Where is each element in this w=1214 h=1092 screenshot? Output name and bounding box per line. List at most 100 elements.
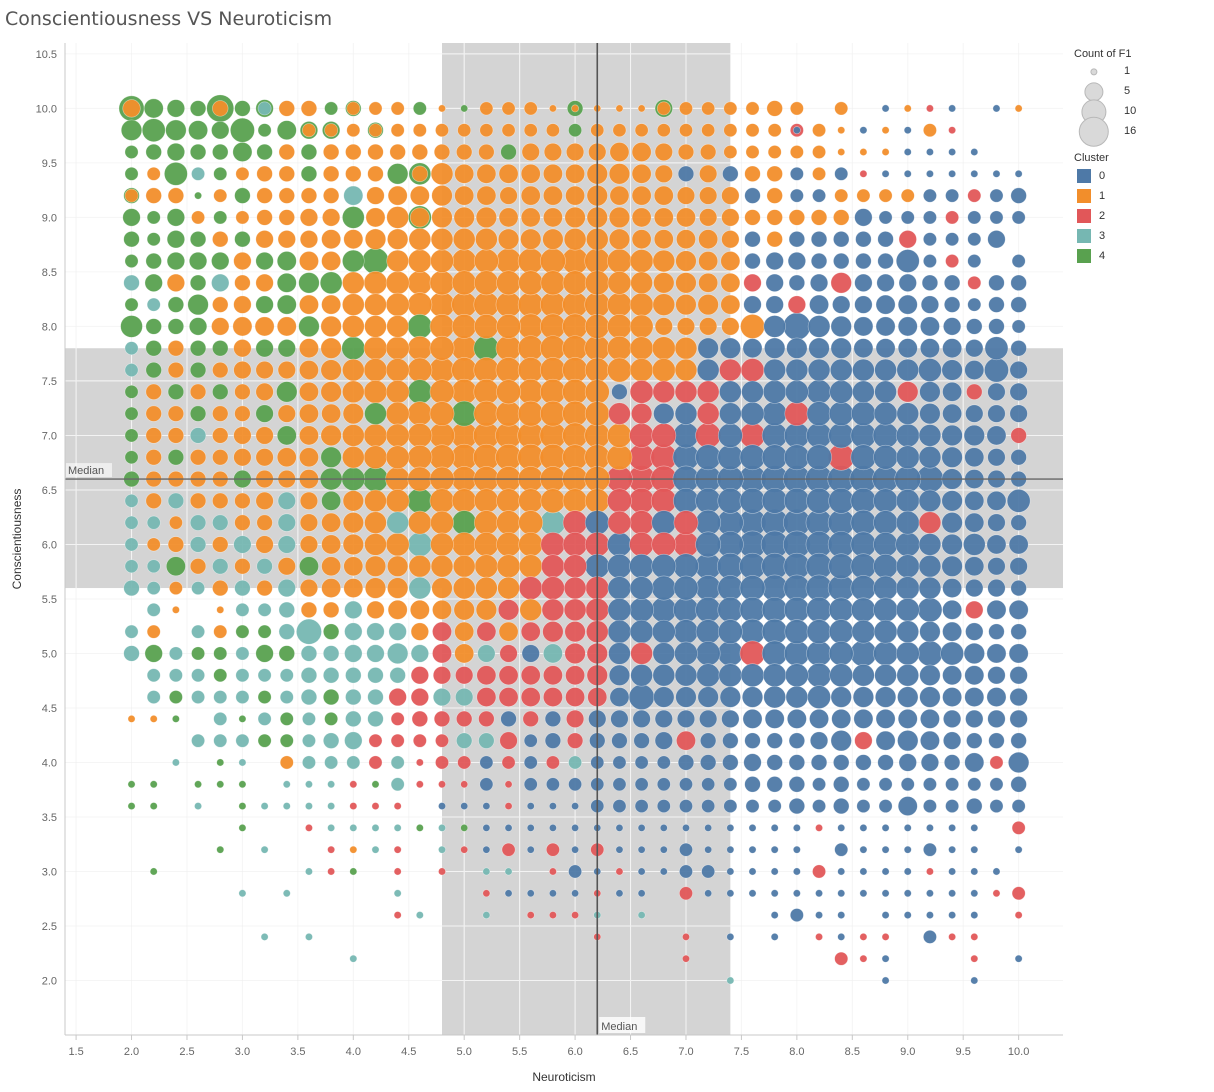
data-point <box>745 123 760 138</box>
data-point <box>166 230 185 249</box>
data-point <box>127 780 136 789</box>
data-point <box>677 165 695 182</box>
data-point <box>984 336 1009 361</box>
data-point <box>741 380 764 404</box>
data-point <box>726 889 735 898</box>
data-point <box>526 802 535 810</box>
data-point <box>342 424 365 447</box>
data-point <box>1014 911 1023 919</box>
data-point <box>322 187 340 204</box>
data-point <box>473 400 500 427</box>
data-point <box>987 230 1006 249</box>
data-point <box>562 532 588 557</box>
data-point <box>212 143 229 161</box>
data-point <box>948 148 957 156</box>
data-point <box>828 597 854 623</box>
data-point <box>852 686 875 708</box>
data-point <box>761 487 788 514</box>
data-point <box>543 163 563 184</box>
data-point <box>940 641 964 666</box>
y-tick-label: 9.0 <box>42 212 57 224</box>
data-point <box>837 889 846 898</box>
data-point <box>282 780 291 789</box>
data-point <box>897 796 918 816</box>
data-point <box>345 165 362 182</box>
data-point <box>540 313 566 340</box>
data-point <box>321 578 342 598</box>
data-point <box>189 100 207 117</box>
data-point <box>788 754 806 771</box>
data-point <box>656 755 671 770</box>
data-point <box>1006 489 1031 513</box>
data-point <box>212 536 229 553</box>
data-point <box>1011 210 1026 225</box>
data-point <box>451 400 478 427</box>
data-point <box>368 733 383 748</box>
data-point <box>651 510 677 536</box>
data-point <box>743 273 762 292</box>
data-point <box>387 599 408 620</box>
data-point <box>741 686 764 708</box>
data-point <box>498 621 519 642</box>
data-point <box>211 273 230 292</box>
data-point <box>815 911 823 919</box>
data-point <box>764 337 786 359</box>
data-point <box>498 665 519 686</box>
legend: Count of F1 1 5 10 16 Cluster 0 1 2 3 4 <box>1074 48 1136 266</box>
data-point <box>482 911 491 919</box>
data-point <box>457 755 472 770</box>
data-point <box>739 487 766 514</box>
data-point <box>386 315 409 338</box>
data-point <box>368 123 383 138</box>
data-point <box>607 598 632 622</box>
data-point <box>145 361 162 379</box>
data-point <box>873 510 898 536</box>
data-point <box>476 185 497 206</box>
data-point <box>850 531 877 558</box>
data-point <box>278 623 295 640</box>
data-point <box>499 731 518 750</box>
data-point <box>517 248 544 274</box>
data-point <box>565 142 585 162</box>
data-point <box>1008 751 1030 774</box>
y-tick-label: 8.5 <box>42 267 57 279</box>
data-point <box>807 685 831 709</box>
data-point <box>235 646 250 661</box>
x-axis-title: Neuroticism <box>532 1070 595 1084</box>
data-point <box>276 381 298 403</box>
data-point <box>833 797 850 815</box>
data-point <box>608 664 631 686</box>
data-point <box>632 709 651 728</box>
color-legend-item[interactable]: 0 <box>1074 166 1131 186</box>
data-point <box>810 754 828 771</box>
color-legend-item[interactable]: 1 <box>1074 186 1131 206</box>
data-point <box>739 422 766 449</box>
data-point <box>543 207 563 228</box>
data-point <box>238 758 247 767</box>
data-point <box>965 339 984 358</box>
x-tick-label: 9.0 <box>900 1046 915 1058</box>
data-point <box>926 148 934 156</box>
data-point <box>146 624 161 639</box>
data-point <box>540 248 566 274</box>
data-point <box>363 358 388 382</box>
data-point <box>674 402 698 425</box>
data-point <box>497 599 520 621</box>
data-point <box>256 143 273 161</box>
data-point <box>299 251 319 271</box>
x-tick-label: 3.5 <box>290 1046 305 1058</box>
data-point <box>830 272 852 294</box>
data-point <box>278 209 295 226</box>
data-point <box>344 644 363 663</box>
data-point <box>342 315 365 338</box>
data-point <box>387 228 409 250</box>
color-legend-item[interactable]: 2 <box>1074 206 1131 226</box>
color-legend-item[interactable]: 3 <box>1074 226 1131 246</box>
data-point <box>278 143 295 161</box>
data-point <box>390 711 405 726</box>
color-legend-item[interactable]: 4 <box>1074 246 1131 266</box>
data-point <box>321 490 342 511</box>
x-tick-label: 5.0 <box>457 1046 472 1058</box>
data-point <box>233 535 252 554</box>
y-tick-label: 6.0 <box>42 539 57 551</box>
